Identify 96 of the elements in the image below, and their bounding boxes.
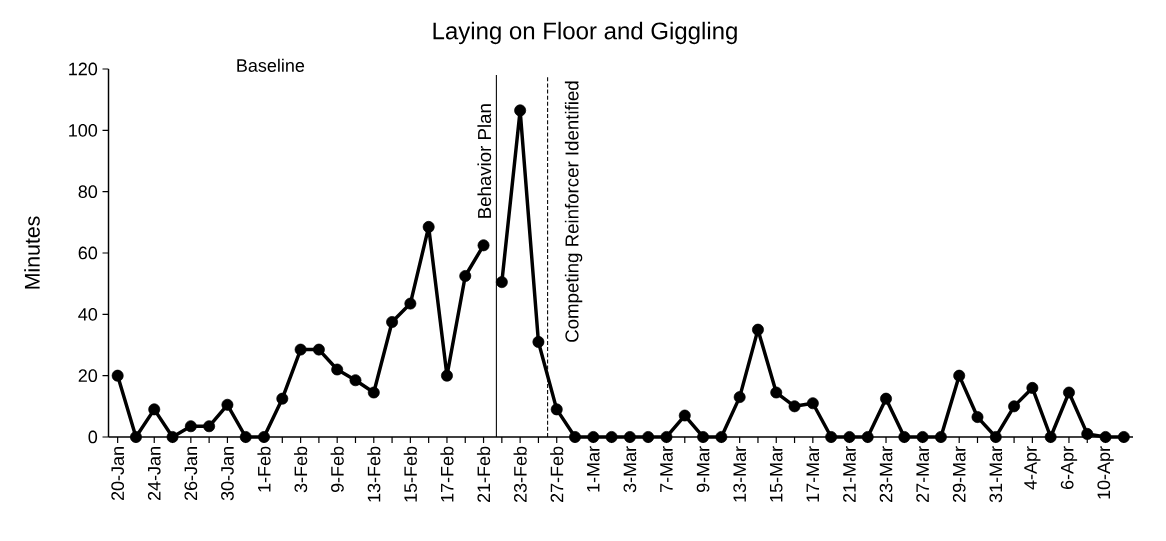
point xyxy=(1063,386,1075,399)
x-tick-label: 6-Apr xyxy=(1060,446,1078,490)
point xyxy=(1117,431,1130,443)
point xyxy=(715,431,728,443)
y-tick-label: 60 xyxy=(78,246,98,260)
point xyxy=(532,335,545,348)
annotation: Competing Reinforcer Identified xyxy=(564,81,583,342)
point xyxy=(276,392,289,405)
x-tick-label: 13-Feb xyxy=(367,446,381,502)
annotation: Behavior Plan xyxy=(477,104,492,218)
point xyxy=(605,431,618,443)
y-tick-label: 80 xyxy=(78,185,98,199)
y-tick-label: 120 xyxy=(69,62,98,76)
point xyxy=(477,239,490,252)
point xyxy=(1044,431,1057,443)
point xyxy=(312,343,325,356)
y-tick-label: 40 xyxy=(78,307,98,321)
y-tick-label: 20 xyxy=(78,369,98,383)
point xyxy=(221,398,234,411)
point xyxy=(1026,381,1039,394)
x-tick-label: 3-Mar xyxy=(623,446,637,493)
x-tick-label: 21-Feb xyxy=(476,446,491,503)
y-tick-label: 0 xyxy=(88,430,98,444)
x-tick-label: 21-Mar xyxy=(843,446,856,503)
point xyxy=(843,431,856,443)
point xyxy=(934,431,947,443)
point xyxy=(1081,427,1094,440)
x-tick-label: 15-Feb xyxy=(403,446,417,502)
point xyxy=(642,431,655,443)
x-tick-label: 26-Jan xyxy=(184,447,198,501)
x-tick-label: 20-Jan xyxy=(111,447,125,501)
point xyxy=(148,403,161,416)
x-tick-label: 1-Mar xyxy=(587,446,600,492)
point xyxy=(861,431,874,443)
point xyxy=(111,369,124,382)
x-tick-label: 1-Feb xyxy=(257,446,271,492)
point xyxy=(971,411,984,423)
point xyxy=(587,431,600,443)
point xyxy=(770,386,783,399)
point xyxy=(404,297,417,310)
x-tick-label: 13-Mar xyxy=(733,446,747,502)
point xyxy=(752,323,764,336)
x-tick-label: 10-Apr xyxy=(1097,446,1114,499)
point xyxy=(898,431,911,443)
x-tick-label: 27-Feb xyxy=(550,446,564,503)
point xyxy=(1008,400,1021,413)
point xyxy=(825,431,838,443)
point xyxy=(258,431,270,443)
x-tick-label: 27-Mar xyxy=(916,446,929,503)
point xyxy=(331,363,344,376)
point xyxy=(697,431,710,443)
point xyxy=(806,397,819,410)
x-tick-label: 4-Apr xyxy=(1024,446,1041,490)
point xyxy=(495,276,508,289)
x-tick-label: 31-Mar xyxy=(989,446,1003,503)
point xyxy=(203,420,216,433)
point xyxy=(166,431,179,443)
point xyxy=(1099,431,1112,443)
x-tick-label: 9-Mar xyxy=(696,446,710,493)
point xyxy=(514,104,527,117)
point xyxy=(550,403,563,416)
point xyxy=(733,391,746,404)
x-tick-label: 3-Feb xyxy=(293,446,308,493)
point xyxy=(569,431,581,443)
x-tick-label: 24-Jan xyxy=(147,447,161,501)
point xyxy=(880,392,892,405)
point xyxy=(441,369,453,382)
x-tick-label: 29-Mar xyxy=(952,446,966,503)
x-tick-label: 9-Feb xyxy=(330,446,344,493)
point xyxy=(678,409,691,422)
point xyxy=(623,431,636,443)
point xyxy=(239,431,252,443)
x-tick-label: 23-Mar xyxy=(879,446,893,503)
point xyxy=(422,220,435,233)
point xyxy=(367,386,380,399)
point xyxy=(989,431,1002,443)
x-tick-label: 30-Jan xyxy=(221,447,234,501)
point xyxy=(660,431,673,443)
chart-title: Laying on Floor and Giggling xyxy=(433,21,737,45)
x-tick-label: 15-Mar xyxy=(769,446,783,502)
x-tick-label: 17-Mar xyxy=(806,446,820,502)
point xyxy=(916,431,929,443)
point xyxy=(184,420,197,433)
point xyxy=(386,316,399,328)
x-tick-label: 23-Feb xyxy=(513,446,527,503)
annotation: Baseline xyxy=(237,58,305,72)
point xyxy=(294,343,307,356)
point xyxy=(349,374,362,387)
point xyxy=(459,270,472,282)
point xyxy=(953,369,966,382)
x-tick-label: 17-Feb xyxy=(440,446,454,502)
y-tick-label: 100 xyxy=(69,123,98,137)
x-tick-label: 7-Mar xyxy=(660,446,673,492)
point xyxy=(130,431,142,443)
y-axis-title: Minutes xyxy=(24,216,40,289)
point xyxy=(788,400,801,413)
